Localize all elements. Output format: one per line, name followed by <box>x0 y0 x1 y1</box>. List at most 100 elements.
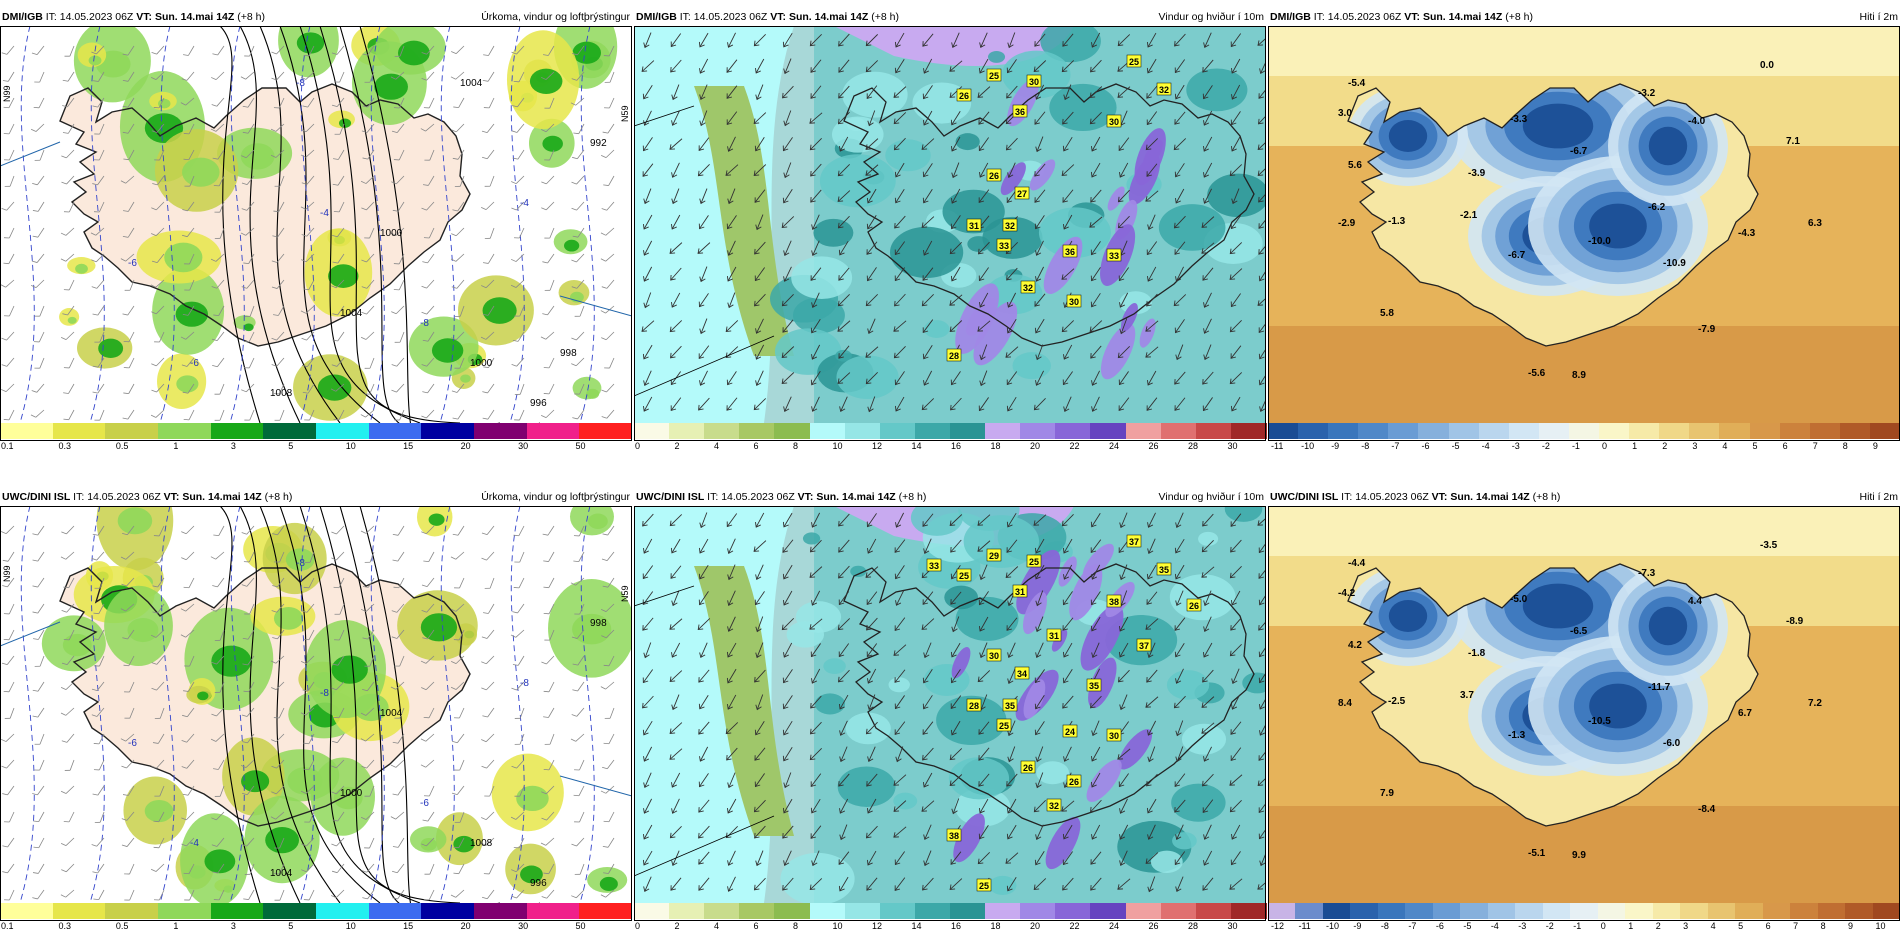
scale-tick-label: 8 <box>793 441 799 451</box>
gust-label: 26 <box>1020 760 1036 774</box>
temp-label: -8.9 <box>1786 616 1804 627</box>
map-panel-wind: DMI/IGB IT: 14.05.2023 06Z VT: Sun. 14.m… <box>634 8 1267 460</box>
color-swatch <box>316 903 369 919</box>
color-swatch <box>1845 903 1874 919</box>
color-swatch <box>774 423 811 439</box>
it-label: IT: <box>45 11 57 23</box>
color-swatch <box>1872 903 1900 919</box>
svg-text:30: 30 <box>1109 731 1119 741</box>
panel-run-info: DMI/IGB IT: 14.05.2023 06Z VT: Sun. 14.m… <box>1270 8 1533 26</box>
temp-label: 7.2 <box>1808 698 1822 709</box>
gust-label: 29 <box>986 548 1002 562</box>
svg-text:36: 36 <box>1065 247 1075 257</box>
color-swatch <box>368 423 422 439</box>
init-time: 14.05.2023 06Z <box>1327 11 1402 23</box>
color-swatch <box>1230 423 1267 439</box>
gust-label: 34 <box>1014 666 1030 680</box>
scale-tick-label: 6 <box>1782 441 1788 451</box>
svg-text:35: 35 <box>1089 681 1099 691</box>
scale-tick-label: 15 <box>403 441 414 451</box>
scale-tick-label: 5 <box>288 441 294 451</box>
isotherm-label: -8 <box>320 688 329 699</box>
scale-tick-label: 14 <box>911 921 922 931</box>
color-swatch <box>985 423 1022 439</box>
color-swatch <box>809 423 846 439</box>
color-swatch <box>1268 423 1299 439</box>
gust-label: 25 <box>1026 554 1042 568</box>
scale-tick-label: 9 <box>1848 921 1854 931</box>
temp-label: -7.9 <box>1698 324 1716 335</box>
isobar-label: 998 <box>560 348 577 359</box>
scale-tick-label: 15 <box>403 921 414 931</box>
color-swatch <box>1432 903 1461 919</box>
gust-label: 31 <box>1046 628 1062 642</box>
it-label: IT: <box>707 491 719 503</box>
scale-tick-label: 1 <box>1632 441 1638 451</box>
scale-tick-label: 9 <box>1872 441 1878 451</box>
gust-label: 26 <box>986 168 1002 182</box>
color-swatch <box>52 903 106 919</box>
color-swatch <box>1418 423 1450 439</box>
gust-label: 35 <box>1086 678 1102 692</box>
scale-tick-label: 8 <box>793 921 799 931</box>
scale-tick-label: 1 <box>1628 921 1634 931</box>
svg-text:26: 26 <box>989 171 999 181</box>
scale-tick-label: 12 <box>872 921 883 931</box>
scale-tick-label: -7 <box>1408 921 1417 931</box>
panel-title: Vindur og hviður í 10m <box>1158 11 1264 23</box>
color-swatch <box>1055 423 1092 439</box>
svg-text:25: 25 <box>999 721 1009 731</box>
latitude-label: N99 <box>2 85 12 102</box>
map-panel-precip: UWC/DINI ISL IT: 14.05.2023 06Z VT: Sun.… <box>0 488 633 940</box>
lead-time: (+8 h) <box>237 11 265 23</box>
lead-time: (+8 h) <box>1532 491 1561 503</box>
color-swatch <box>1625 903 1654 919</box>
scale-tick-label: 30 <box>1227 921 1238 931</box>
scale-tick-label: 26 <box>1148 921 1159 931</box>
gust-label: 25 <box>986 68 1002 82</box>
svg-text:30: 30 <box>1109 117 1119 127</box>
color-swatch <box>1869 423 1900 439</box>
color-swatch <box>263 903 317 919</box>
color-swatch <box>634 423 670 439</box>
scale-tick-label: -8 <box>1361 441 1370 451</box>
temp-label: 3.0 <box>1338 108 1352 119</box>
scale-tick-label: 0.3 <box>58 921 71 931</box>
gust-label: 36 <box>1012 104 1028 118</box>
isobar-label: 996 <box>530 878 547 889</box>
svg-text:28: 28 <box>949 351 959 361</box>
map-canvas: 29 25 25 31 37 35 38 30 34 28 25 24 30 26 26 35 38 32 35 33… <box>634 506 1266 903</box>
color-scale: -11 -10 -9 -8 -7 -6 -5 -4 -3 -2 -1 0 1 2 3 4 5 6 7 8 9 <box>1268 423 1900 460</box>
gust-label: 35 <box>1156 562 1172 576</box>
scale-tick-label: 0 <box>1600 921 1606 931</box>
svg-text:28: 28 <box>969 701 979 711</box>
gust-label: 25 <box>1126 54 1142 68</box>
color-swatch <box>879 903 916 919</box>
svg-text:33: 33 <box>929 561 939 571</box>
color-swatch <box>579 903 633 919</box>
scale-tick-label: 0.5 <box>115 441 129 451</box>
scale-tick-label: -4 <box>1490 921 1499 931</box>
svg-text:32: 32 <box>1023 283 1033 293</box>
map-canvas: -5.4 3.0 5.6 -1.3 -2.9 -3.9 -2.1 -3.3 -6.7 -3.2 -4… <box>1268 26 1900 423</box>
gust-label: 30 <box>1106 114 1122 128</box>
color-swatch <box>1090 903 1127 919</box>
temp-label: -6.5 <box>1570 626 1588 637</box>
scale-tick-label: -9 <box>1331 441 1340 451</box>
coastline <box>1347 83 1759 347</box>
scale-tick-label: 0 <box>635 441 641 451</box>
color-swatch <box>1538 423 1570 439</box>
panel-header: DMI/IGB IT: 14.05.2023 06Z VT: Sun. 14.m… <box>634 8 1266 26</box>
lead-time: (+8 h) <box>264 491 293 503</box>
temp-label: -1.8 <box>1468 648 1486 659</box>
color-swatch <box>105 903 159 919</box>
lead-time: (+8 h) <box>898 491 927 503</box>
isobar-label: 1004 <box>380 708 403 719</box>
scale-tick-label: -1 <box>1571 441 1580 451</box>
isotherm-label: -6 <box>128 258 137 269</box>
color-swatch <box>1328 423 1360 439</box>
color-swatch <box>1350 903 1379 919</box>
color-swatch <box>704 423 741 439</box>
scale-tick-label: 30 <box>1227 441 1238 451</box>
color-swatch <box>316 423 369 439</box>
